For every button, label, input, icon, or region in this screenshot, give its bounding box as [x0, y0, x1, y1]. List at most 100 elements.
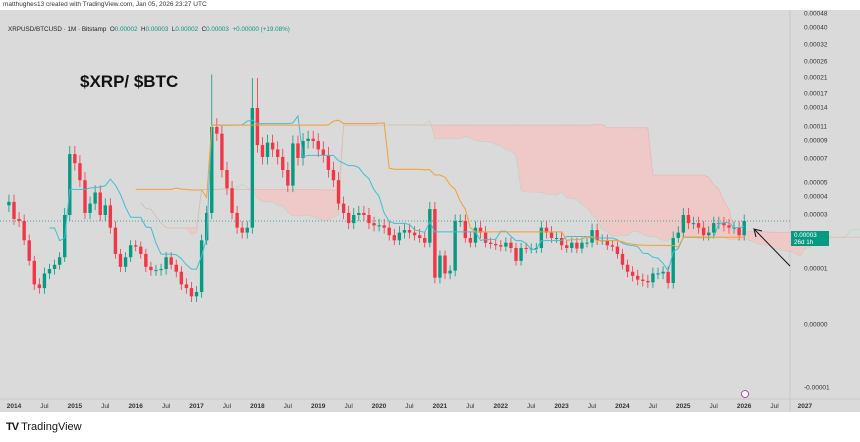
ichimoku-cloud-segment	[287, 189, 293, 216]
candle-body	[362, 212, 366, 215]
ichimoku-cloud-segment	[855, 229, 860, 238]
ichimoku-cloud-segment	[728, 209, 735, 240]
ichimoku-cloud-segment	[637, 127, 643, 234]
candle-body	[93, 192, 97, 204]
time-tick-label: Jul	[466, 403, 475, 410]
time-tick-label: 2017	[189, 403, 204, 410]
candle-body	[32, 260, 36, 285]
time-tick-label: 2015	[67, 403, 83, 410]
candle-body	[103, 205, 107, 215]
candle-body	[194, 292, 199, 297]
candle-body	[559, 238, 564, 246]
candle-body	[52, 264, 57, 269]
high-value: 0.00003	[145, 26, 169, 33]
candle-body	[83, 180, 87, 213]
candle-body	[610, 245, 615, 247]
ichimoku-cloud-segment	[764, 231, 770, 246]
ichimoku-cloud-segment	[779, 232, 785, 251]
candle-body	[306, 138, 310, 141]
tradingview-logo[interactable]: TV TradingView	[6, 421, 82, 433]
candle-body	[473, 227, 478, 243]
candle-body	[336, 180, 341, 204]
candle-body	[488, 242, 493, 244]
ichimoku-cloud-segment	[657, 175, 664, 241]
candle-body	[661, 271, 665, 274]
ichimoku-cloud-segment	[642, 127, 648, 237]
open-value: 0.00002	[114, 26, 138, 33]
ichimoku-cloud-segment	[480, 125, 486, 142]
ichimoku-cloud-segment	[277, 189, 283, 207]
candle-body	[22, 220, 26, 241]
time-tick-label: Jul	[344, 403, 353, 410]
price-tick-label: 0.00004	[804, 193, 828, 201]
time-tick-label: Jul	[526, 403, 536, 410]
close-label: C	[201, 26, 207, 33]
ichimoku-cloud-segment	[541, 125, 547, 195]
ichimoku-cloud-segment	[475, 125, 481, 142]
close-value: 0.00003	[206, 26, 229, 33]
ichimoku-cloud-segment	[774, 232, 780, 250]
ichimoku-cloud-segment	[242, 184, 248, 190]
arrow-head-icon	[753, 228, 763, 238]
bar-countdown: 26d 1h	[794, 239, 814, 246]
time-tick-label: 2021	[432, 403, 448, 410]
attribution: matthughes13 created with TradingView.co…	[3, 1, 207, 8]
chart-area[interactable]: XRPUSD/BTCUSD · 1M · Bitstamp O0.00002 H…	[0, 10, 860, 412]
ichimoku-cloud-segment	[531, 125, 537, 193]
time-tick-label: 2023	[554, 403, 569, 410]
price-tick-label: 0.00011	[804, 123, 828, 131]
candle-body	[230, 188, 234, 213]
candle-body	[88, 203, 92, 213]
symbol-name[interactable]: XRPUSD/BTCUSD · 1M · Bitstamp	[8, 26, 107, 33]
change-value: +0.00000 (+19.08%)	[232, 26, 290, 33]
candle-body	[676, 232, 680, 238]
price-tick-label: 0.00017	[804, 90, 828, 98]
time-tick-label: 2025	[676, 403, 691, 410]
candle-body	[134, 245, 138, 247]
price-tick-label: 0.00026	[804, 58, 828, 66]
ichimoku-cloud-segment	[612, 127, 618, 237]
candle-body	[118, 253, 123, 267]
candle-body	[438, 255, 442, 278]
ichimoku-cloud-segment	[769, 232, 775, 249]
time-tick-label: Jul	[283, 403, 292, 410]
ichimoku-cloud-segment	[485, 125, 491, 143]
candle-body	[499, 245, 503, 247]
candle-body	[321, 149, 326, 156]
candle-body	[42, 273, 47, 289]
candle-body	[549, 232, 554, 238]
ichimoku-cloud-segment	[602, 124, 608, 232]
candle-body	[722, 223, 726, 226]
conversion-line	[49, 114, 745, 273]
candle-body	[615, 246, 620, 254]
candle-body	[255, 108, 260, 146]
candle-body	[291, 143, 295, 186]
candle-body	[554, 238, 559, 239]
candle-body	[524, 247, 528, 249]
time-tick-label: Jul	[648, 403, 657, 410]
ichimoku-cloud-segment	[445, 125, 451, 139]
candle-body	[681, 215, 686, 233]
time-tick-label: 2018	[250, 403, 265, 410]
price-tick-label: 0.00000	[804, 321, 828, 329]
candle-body	[98, 192, 102, 215]
candle-body	[357, 212, 361, 215]
candle-body	[463, 220, 468, 238]
candle-body	[189, 288, 194, 297]
chart-annotation-title: $XRP/ $BTC	[80, 72, 179, 91]
candle-body	[73, 154, 77, 164]
tradingview-logo-text: TradingView	[21, 421, 82, 433]
price-tick-label: 0.00005	[804, 179, 828, 187]
chart-canvas[interactable]	[0, 10, 860, 412]
time-tick-label: Jul	[161, 403, 171, 410]
time-tick-label: 2024	[615, 403, 630, 410]
candle-body	[701, 227, 706, 236]
candle-body	[392, 235, 397, 241]
ichimoku-cloud-segment	[470, 125, 476, 141]
ichimoku-cloud-segment	[505, 125, 511, 152]
candle-body	[686, 215, 691, 224]
ichimoku-cloud-segment	[439, 125, 446, 139]
candle-body	[47, 269, 52, 274]
ichimoku-cloud-segment	[723, 201, 729, 240]
candle-body	[478, 227, 483, 233]
